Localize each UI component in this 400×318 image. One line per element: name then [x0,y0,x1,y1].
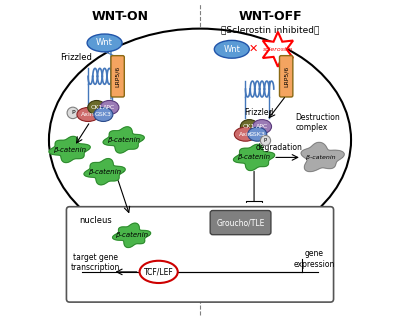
Text: β-catenin: β-catenin [115,232,148,238]
Text: Frizzled: Frizzled [60,53,92,62]
Polygon shape [113,223,151,247]
Text: LRP5/6: LRP5/6 [284,66,289,87]
Text: target gene
transcription: target gene transcription [70,252,120,272]
Text: Groucho/TLE: Groucho/TLE [216,218,265,227]
Text: APC: APC [103,105,116,110]
Text: GSK3: GSK3 [95,112,112,117]
Text: （Sclerostin inhibited）: （Sclerostin inhibited） [221,25,319,34]
Polygon shape [103,127,144,153]
Text: β-catenin: β-catenin [306,155,336,160]
Ellipse shape [214,40,249,58]
Ellipse shape [67,107,78,119]
Text: Axin: Axin [238,132,252,137]
Text: Frizzled: Frizzled [244,108,273,117]
Ellipse shape [100,100,119,114]
Ellipse shape [49,29,351,251]
FancyBboxPatch shape [210,211,271,235]
Text: Destruction
complex: Destruction complex [295,113,340,132]
FancyBboxPatch shape [111,56,124,97]
Text: β-catenin: β-catenin [107,137,140,143]
Text: LRP5/6: LRP5/6 [115,66,120,87]
Text: ✕: ✕ [249,44,258,54]
Text: GSK3: GSK3 [249,132,266,137]
Text: β-catenin: β-catenin [53,146,86,153]
Text: CK1: CK1 [243,124,256,129]
Text: WNT-OFF: WNT-OFF [238,10,302,23]
Ellipse shape [140,261,178,283]
Text: β-catenin: β-catenin [238,154,271,161]
Polygon shape [49,136,90,162]
Ellipse shape [248,127,267,141]
Ellipse shape [87,34,122,52]
Ellipse shape [77,107,99,121]
Ellipse shape [252,120,272,134]
Text: WNT-ON: WNT-ON [92,10,149,23]
Text: nucleus: nucleus [79,216,112,225]
FancyBboxPatch shape [66,207,334,302]
Text: Wnt: Wnt [223,45,240,54]
Text: CK1: CK1 [90,105,103,110]
Text: Wnt: Wnt [96,38,113,47]
FancyBboxPatch shape [280,56,293,97]
Text: β-catenin: β-catenin [88,169,121,175]
Ellipse shape [260,135,270,146]
Polygon shape [84,159,125,185]
Polygon shape [263,32,293,67]
Ellipse shape [240,120,258,134]
Text: Axin: Axin [81,112,95,117]
Ellipse shape [94,107,113,121]
Polygon shape [234,144,275,170]
Text: P: P [264,138,267,143]
Text: degradation: degradation [256,143,303,152]
Ellipse shape [234,127,257,141]
Text: gene
expression: gene expression [294,249,335,269]
Text: P: P [71,110,75,115]
Text: APC: APC [256,124,268,129]
Text: TCF/LEF: TCF/LEF [144,267,174,276]
Ellipse shape [88,100,106,114]
Polygon shape [301,142,344,172]
Text: sclerostin: sclerostin [263,47,293,52]
